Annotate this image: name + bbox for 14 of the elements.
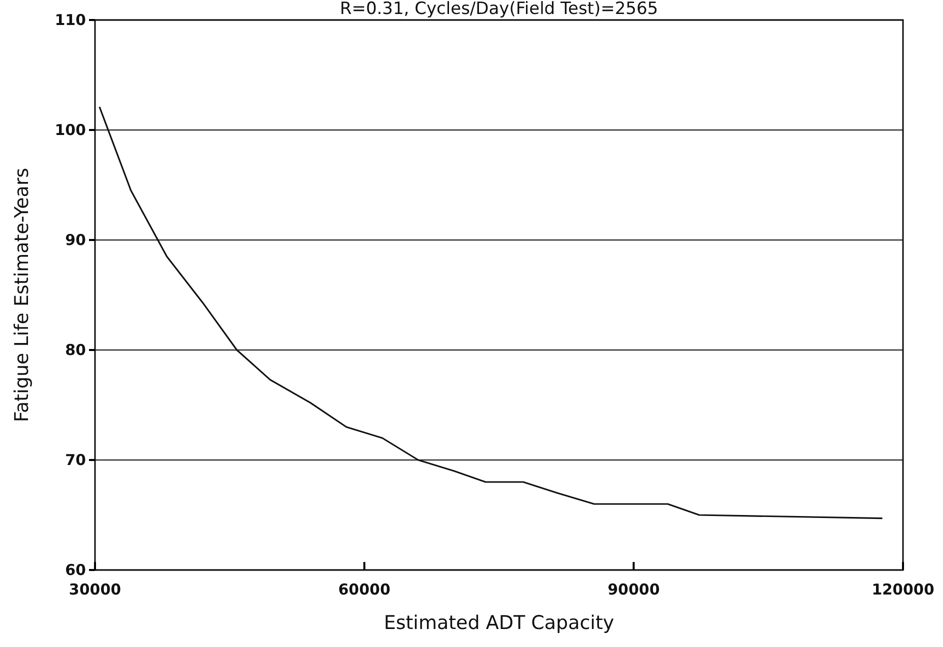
y-tick-label: 100	[54, 120, 86, 139]
y-axis-title: Fatigue Life Estimate-Years	[11, 168, 33, 422]
y-tick-label: 60	[65, 560, 86, 579]
x-tick-label: 120000	[872, 580, 934, 599]
y-tick-label: 80	[65, 340, 86, 359]
y-tick-label: 110	[54, 10, 86, 29]
x-tick-label: 30000	[68, 580, 122, 599]
chart-title: R=0.31, Cycles/Day(Field Test)=2565	[340, 0, 658, 19]
line-series	[98, 106, 884, 520]
x-tick-label: 90000	[608, 580, 660, 599]
x-axis-title: Estimated ADT Capacity	[384, 612, 614, 634]
y-tick-label: 90	[65, 230, 86, 249]
y-tick-label: 70	[65, 450, 86, 469]
x-tick-label: 60000	[338, 580, 390, 599]
